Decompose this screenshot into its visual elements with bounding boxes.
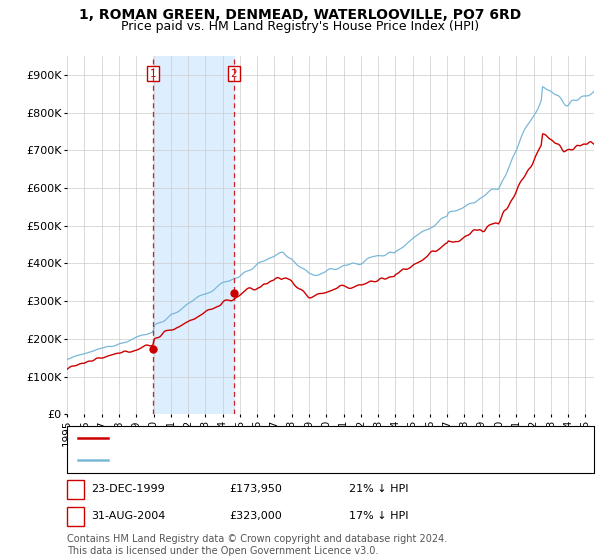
Text: £323,000: £323,000 <box>229 511 282 521</box>
Text: 23-DEC-1999: 23-DEC-1999 <box>91 484 165 494</box>
Text: £173,950: £173,950 <box>229 484 282 494</box>
Text: Contains HM Land Registry data © Crown copyright and database right 2024.
This d: Contains HM Land Registry data © Crown c… <box>67 534 448 556</box>
Text: 1, ROMAN GREEN, DENMEAD, WATERLOOVILLE, PO7 6RD: 1, ROMAN GREEN, DENMEAD, WATERLOOVILLE, … <box>79 8 521 22</box>
Text: 1, ROMAN GREEN, DENMEAD, WATERLOOVILLE, PO7 6RD (detached house): 1, ROMAN GREEN, DENMEAD, WATERLOOVILLE, … <box>114 433 533 444</box>
Text: 21% ↓ HPI: 21% ↓ HPI <box>349 484 409 494</box>
Text: 2: 2 <box>72 510 79 523</box>
Bar <box>153 56 234 414</box>
Text: 2: 2 <box>231 68 238 78</box>
Text: 17% ↓ HPI: 17% ↓ HPI <box>349 511 409 521</box>
Text: HPI: Average price, detached house, Winchester: HPI: Average price, detached house, Winc… <box>114 455 383 465</box>
Text: 31-AUG-2004: 31-AUG-2004 <box>91 511 166 521</box>
Text: 1: 1 <box>150 68 157 78</box>
Text: Price paid vs. HM Land Registry's House Price Index (HPI): Price paid vs. HM Land Registry's House … <box>121 20 479 32</box>
Text: 1: 1 <box>72 483 79 496</box>
